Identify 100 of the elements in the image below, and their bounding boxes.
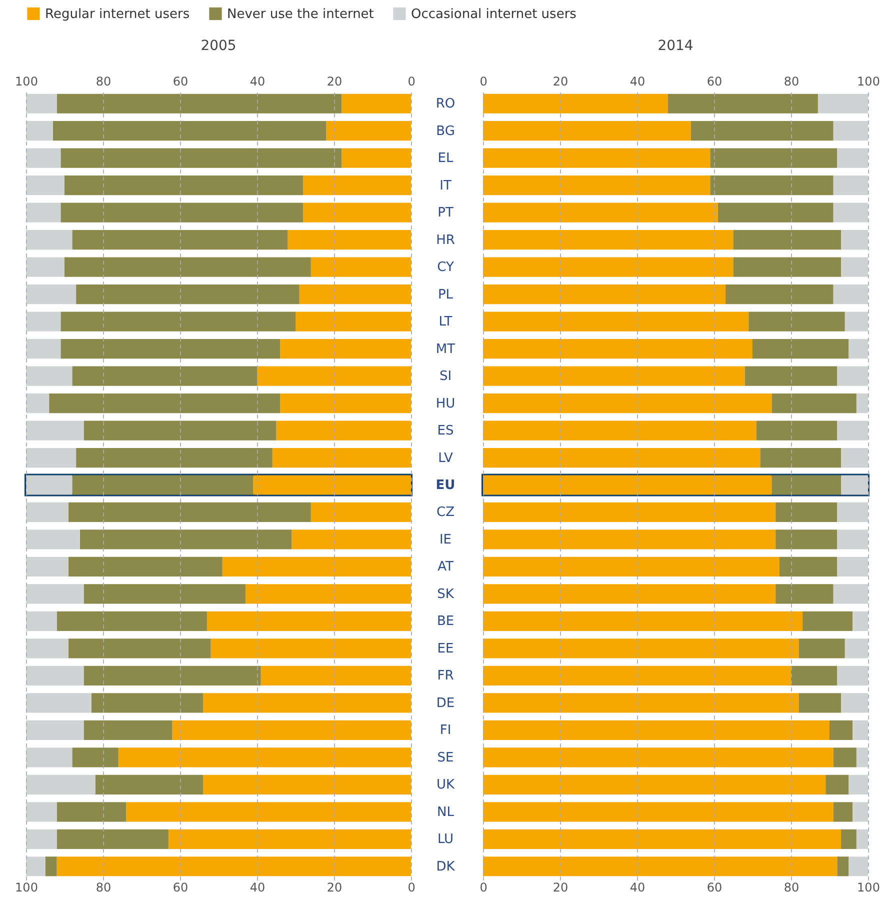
y-tick-label: FR xyxy=(437,668,454,684)
bar xyxy=(126,802,411,822)
bar xyxy=(68,556,222,577)
x2-tick-label: 80 xyxy=(784,74,800,88)
bar xyxy=(80,530,292,550)
x-tick-label: 60 xyxy=(172,880,188,894)
bar xyxy=(26,856,46,876)
bar xyxy=(222,556,411,577)
bar xyxy=(837,420,868,440)
y-tick-label: EL xyxy=(438,151,454,166)
bar xyxy=(483,693,799,713)
y-tick-label: HU xyxy=(436,396,456,412)
bar xyxy=(26,720,84,740)
bar xyxy=(56,856,411,876)
x2-tick-label: 0 xyxy=(408,74,416,88)
x-tick-label: 0 xyxy=(480,880,488,894)
bar xyxy=(483,530,776,550)
bar xyxy=(26,202,61,222)
bar xyxy=(260,666,411,686)
bar xyxy=(483,666,791,686)
bar xyxy=(483,121,691,141)
bar xyxy=(483,802,834,822)
bar xyxy=(772,475,842,495)
x2-tick-label: 0 xyxy=(480,74,488,88)
bar xyxy=(56,611,207,632)
bar xyxy=(64,257,311,277)
bar xyxy=(26,638,68,658)
x-tick-label: 40 xyxy=(250,880,266,894)
bar xyxy=(303,202,411,222)
bar xyxy=(760,448,842,468)
y-tick-label: DE xyxy=(436,696,455,711)
bar xyxy=(841,693,868,713)
bar xyxy=(310,502,411,522)
bar xyxy=(483,611,803,632)
bar xyxy=(342,148,411,168)
bar xyxy=(483,257,734,277)
x-tick-label: 100 xyxy=(15,880,38,894)
bar xyxy=(49,393,280,414)
bar xyxy=(837,530,868,550)
bar xyxy=(172,720,411,740)
bar xyxy=(833,121,868,141)
bar xyxy=(852,611,868,632)
bar xyxy=(752,338,849,359)
chart-title: 2005 xyxy=(200,38,236,54)
bar xyxy=(26,666,84,686)
bar xyxy=(60,202,304,222)
x-tick-label: 40 xyxy=(630,880,646,894)
bar xyxy=(245,584,411,604)
bar xyxy=(483,720,830,740)
bar xyxy=(483,338,752,359)
bar xyxy=(56,829,168,849)
x2-tick-label: 100 xyxy=(15,74,38,88)
bar xyxy=(26,448,76,468)
bar xyxy=(483,366,745,386)
bar xyxy=(856,393,868,414)
bar xyxy=(798,638,845,658)
bar xyxy=(718,202,834,222)
bar xyxy=(726,284,834,304)
bar xyxy=(91,693,204,713)
bar xyxy=(837,148,868,168)
bar xyxy=(776,502,838,522)
bar xyxy=(206,611,411,632)
bar xyxy=(26,312,61,332)
y-tick-label: ES xyxy=(437,424,454,439)
y-tick-label: RO xyxy=(436,96,456,112)
bar xyxy=(303,176,411,196)
bar xyxy=(26,148,61,168)
bar xyxy=(26,584,84,604)
bar xyxy=(310,257,411,277)
bar xyxy=(56,802,126,822)
bar xyxy=(483,312,749,332)
bar xyxy=(60,338,280,359)
bar xyxy=(84,666,261,686)
bar xyxy=(837,502,868,522)
bar xyxy=(26,556,68,577)
x2-tick-label: 60 xyxy=(706,74,722,88)
bar xyxy=(26,420,84,440)
bar xyxy=(841,475,868,495)
bar xyxy=(68,638,211,658)
bar xyxy=(26,693,92,713)
x-tick-label: 100 xyxy=(857,880,880,894)
x2-tick-label: 20 xyxy=(552,74,568,88)
y-tick-label: SI xyxy=(439,369,452,384)
bar xyxy=(833,748,856,768)
bar xyxy=(168,829,411,849)
bar xyxy=(483,584,776,604)
bar xyxy=(483,148,710,168)
bar xyxy=(841,230,868,250)
bar xyxy=(748,312,845,332)
y-tick-label: BG xyxy=(436,124,455,139)
bar xyxy=(26,748,72,768)
bar xyxy=(483,176,710,196)
bar xyxy=(848,856,868,876)
y-tick-label: PL xyxy=(438,287,454,302)
bar xyxy=(733,230,842,250)
bar xyxy=(483,502,776,522)
y-tick-label: BE xyxy=(436,614,454,630)
bar xyxy=(72,748,118,768)
y-tick-label: MT xyxy=(436,342,456,357)
bar xyxy=(84,420,276,440)
